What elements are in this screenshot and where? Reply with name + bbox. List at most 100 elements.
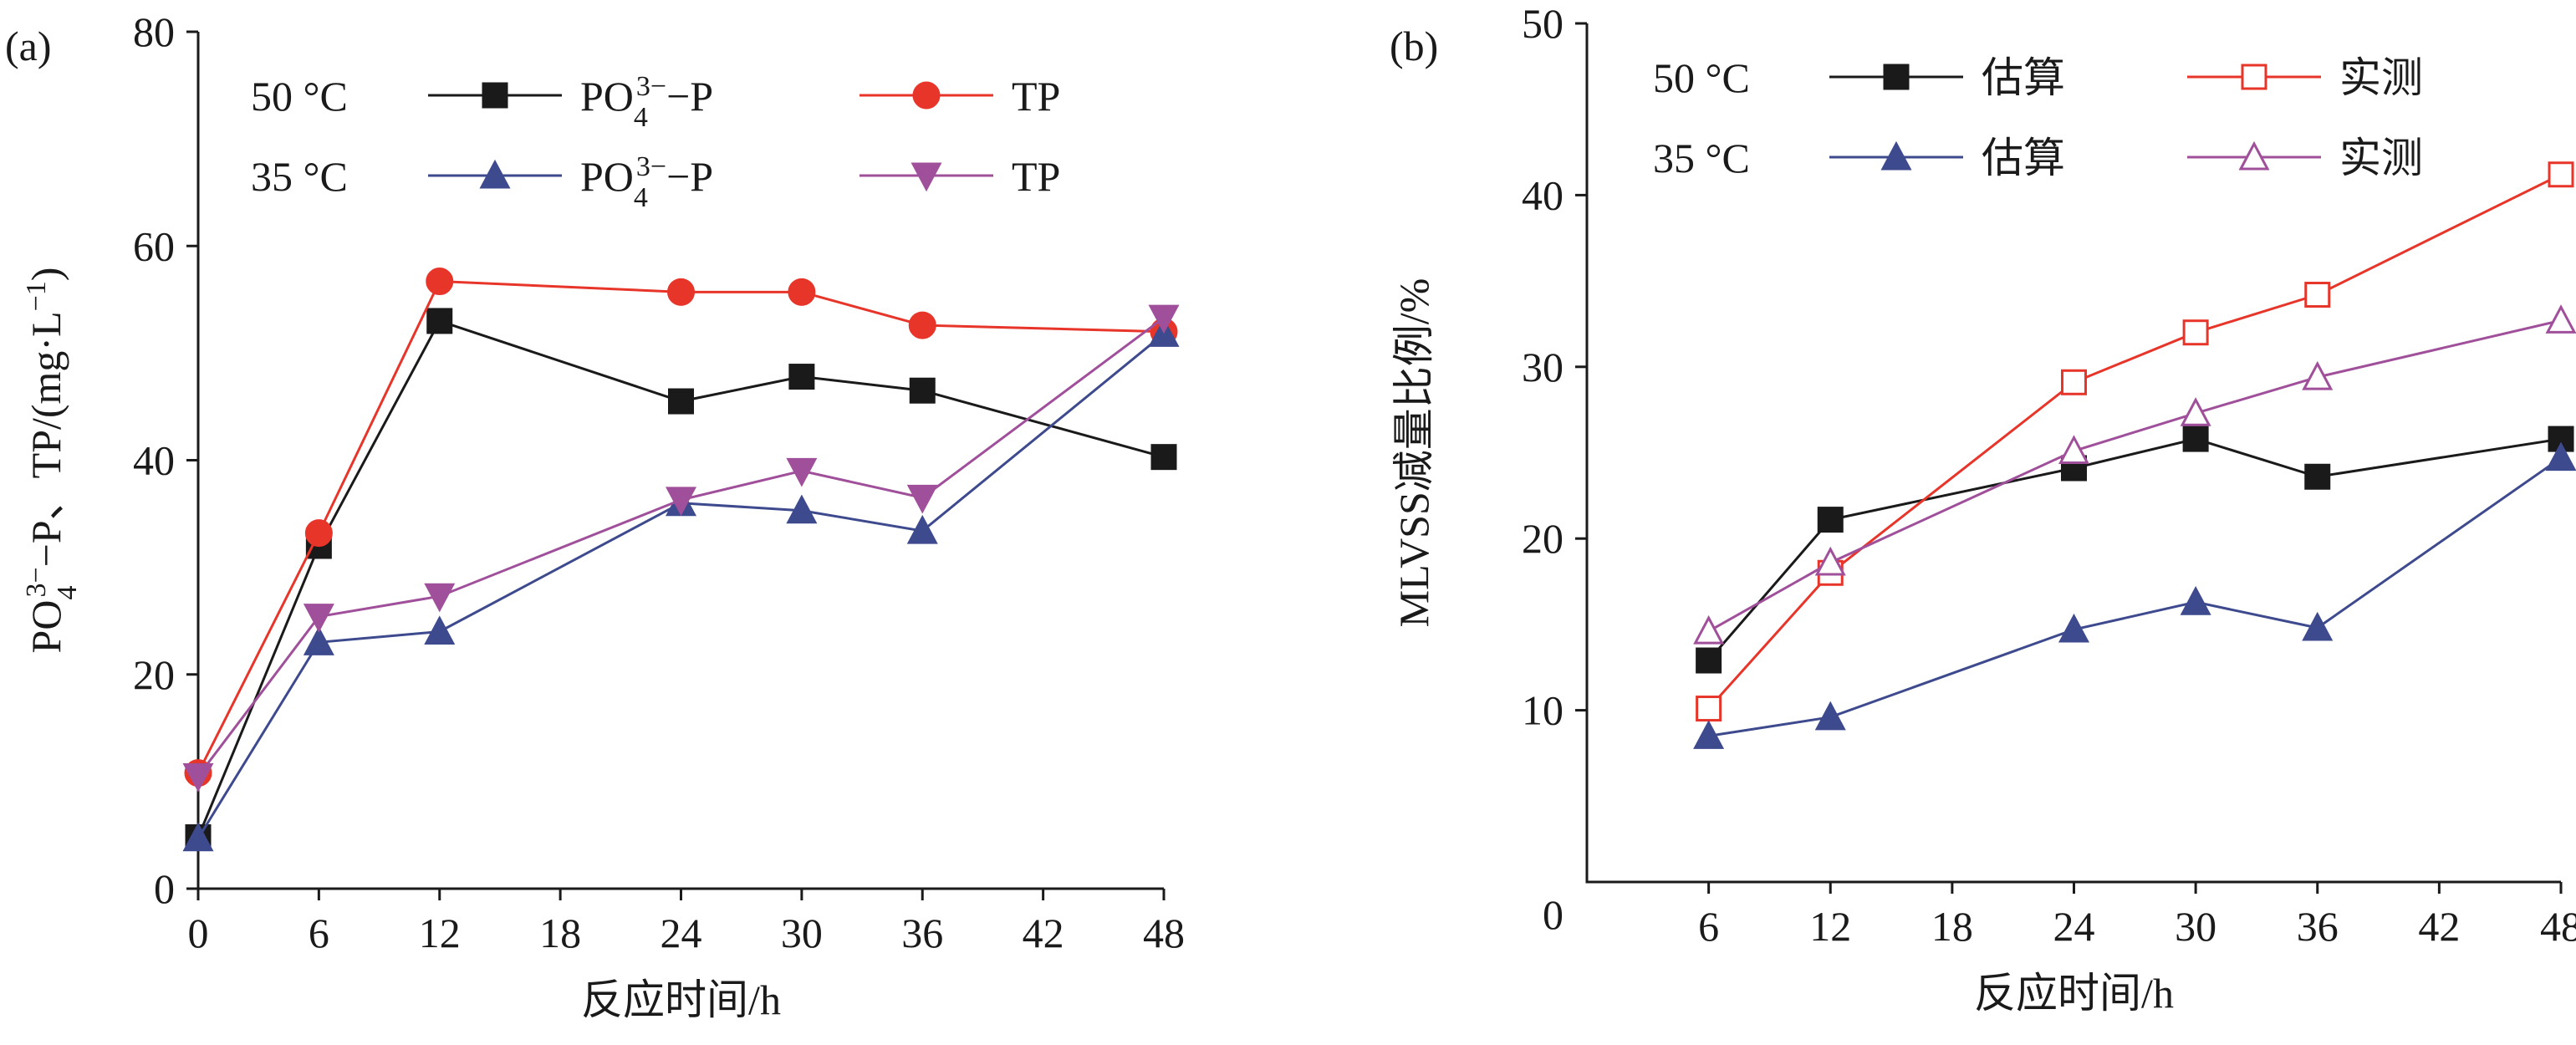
a-series-3-point <box>786 494 818 524</box>
b-x-tick-label: 6 <box>1698 903 1719 950</box>
a-y-axis-label: PO43−−P、TP/(mg·L−1) <box>21 268 83 654</box>
a-legend-swatch-marker <box>911 162 942 192</box>
b-series-2-line <box>1707 173 2562 710</box>
a-series-4-point <box>1148 304 1180 334</box>
a-legend-swatch-marker <box>479 159 511 189</box>
b-series-4-point <box>2545 304 2576 334</box>
a-series-2-point <box>908 311 936 339</box>
a-y-tick-label: 20 <box>133 651 175 698</box>
a-legend-swatch-marker <box>912 81 941 110</box>
b-y-tick-label: 30 <box>1522 344 1563 390</box>
a-series-1-point <box>1150 444 1177 471</box>
b-y-tick-label: 40 <box>1522 171 1563 218</box>
a-x-tick-label: 48 <box>1143 910 1185 956</box>
b-legend-entry: 估算 <box>1982 54 2065 101</box>
b-series-3-point <box>2302 611 2334 641</box>
b-series-3-point <box>2058 613 2089 643</box>
a-legend-entry: PO43−−P <box>580 151 713 213</box>
b-origin-label: 0 <box>1543 891 1563 938</box>
a-x-axis-label: 反应时间/h <box>581 976 781 1023</box>
b-series-3-point <box>2180 586 2211 615</box>
b-series-2-point <box>2061 369 2087 395</box>
a-series-4-point <box>424 583 456 613</box>
b-y-tick-label: 10 <box>1522 687 1563 734</box>
a-series-2-point <box>788 278 816 306</box>
a-legend-group-1: 50 °C <box>251 73 348 120</box>
b-legend-group-1: 50 °C <box>1653 54 1750 101</box>
b-y-tick-label: 50 <box>1522 0 1563 47</box>
b-series-2-point <box>2182 319 2209 346</box>
b-series-4-point <box>1814 546 1846 576</box>
a-series-4-line <box>196 316 1165 777</box>
b-legend-group-2: 35 °C <box>1653 135 1750 181</box>
a-y-tick-label: 0 <box>154 865 175 912</box>
b-legend-swatch-marker <box>1880 140 1912 171</box>
a-series-2-point <box>304 519 333 548</box>
b-series-1-line <box>1707 437 2562 662</box>
b-legend-swatch-marker <box>2238 140 2270 171</box>
b-panel-label: (b) <box>1390 23 1438 69</box>
a-series-4-point <box>182 762 214 793</box>
b-series-3-point <box>1693 720 1725 749</box>
a-panel-label: (a) <box>5 23 52 69</box>
b-legend-entry: 实测 <box>2339 135 2423 181</box>
a-series-3-point <box>906 514 938 544</box>
a-series-1-point <box>788 364 815 390</box>
a-series-2-point <box>667 278 695 306</box>
b-series-3-line <box>1708 456 2562 737</box>
a-series-4-point <box>906 484 938 514</box>
a-series-3-point <box>303 626 334 655</box>
b-series-4-point <box>2058 435 2089 464</box>
b-series-3-point <box>1814 701 1846 731</box>
b-series-4-line <box>1707 319 2562 633</box>
b-x-tick-label: 24 <box>2053 903 2095 950</box>
a-x-tick-label: 42 <box>1023 910 1064 956</box>
a-series-1-point <box>909 377 936 404</box>
a-x-tick-label: 18 <box>539 910 581 956</box>
b-x-tick-label: 36 <box>2297 903 2339 950</box>
b-legend-swatch-marker <box>1883 64 1910 90</box>
b-x-tick-label: 42 <box>2418 903 2460 950</box>
a-legend-entry: PO43−−P <box>580 71 713 133</box>
a-x-tick-label: 24 <box>661 910 702 956</box>
a-x-tick-label: 0 <box>188 910 209 956</box>
a-x-tick-label: 36 <box>901 910 943 956</box>
b-x-tick-label: 12 <box>1809 903 1851 950</box>
b-series-4-point <box>2302 360 2334 390</box>
panel-a: (a) 0 6 12 18 24 30 36 42 48 0 20 40 60 80 反应时间/h PO43−−… <box>5 8 1185 1023</box>
a-series-1-point <box>668 388 694 415</box>
b-y-axis-label: MLVSS减量比例/% <box>1390 278 1437 628</box>
b-series-4-point <box>1693 614 1725 645</box>
b-legend-entry: 实测 <box>2339 54 2423 101</box>
a-series-4-point <box>303 604 334 633</box>
a-x-tick-label: 30 <box>781 910 823 956</box>
b-axes <box>1585 23 2561 884</box>
a-series-2-line <box>196 279 1165 774</box>
a-legend-group-2: 35 °C <box>251 153 348 200</box>
b-series-2-point <box>1696 696 1722 722</box>
b-x-tick-label: 48 <box>2540 903 2576 950</box>
b-series-3-point <box>2545 441 2576 472</box>
b-y-tick-label: 20 <box>1522 515 1563 562</box>
panel-b: (b) 6 12 18 24 30 36 42 48 10 20 30 40 50 0 反应时间/h MLVSS… <box>1390 0 2576 1017</box>
a-series-4-point <box>786 457 818 487</box>
a-series-1-point <box>426 308 453 334</box>
b-series-2-point <box>2548 161 2574 188</box>
a-x-tick-label: 12 <box>419 910 461 956</box>
a-y-tick-label: 60 <box>133 222 175 269</box>
a-legend-entry: TP <box>1012 73 1060 120</box>
b-x-axis-label: 反应时间/h <box>1974 970 2174 1017</box>
b-legend-entry: 估算 <box>1982 135 2065 181</box>
b-x-tick-label: 30 <box>2175 903 2216 950</box>
a-series-3-point <box>182 822 214 852</box>
b-series-1-point <box>1817 507 1844 533</box>
a-series-2-point <box>426 268 454 296</box>
a-y-tick-label: 80 <box>133 8 175 55</box>
b-series-1-point <box>2304 463 2331 490</box>
b-x-tick-label: 18 <box>1931 903 1973 950</box>
b-legend-swatch-marker <box>2241 64 2267 90</box>
a-series-4-point <box>666 487 696 517</box>
b-series-1-point <box>2182 426 2209 452</box>
